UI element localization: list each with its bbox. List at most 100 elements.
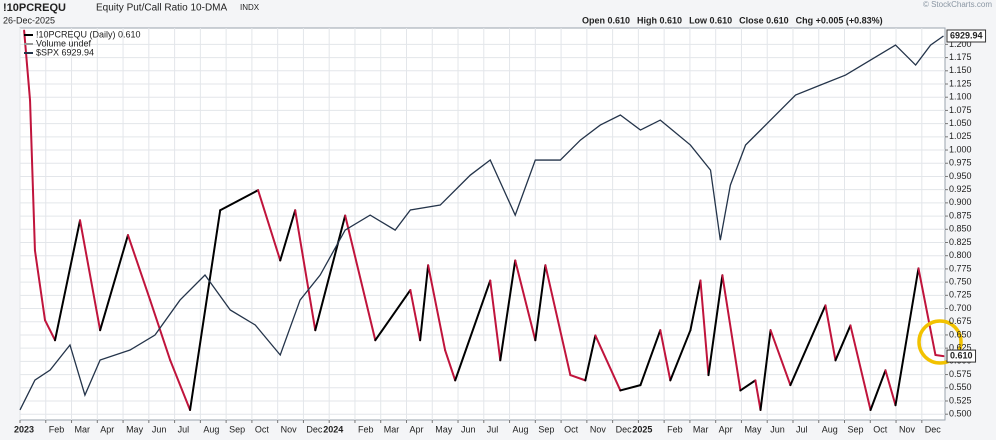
exchange: INDX — [240, 3, 260, 12]
line-segment — [454, 279, 492, 382]
line-segment — [544, 264, 572, 377]
x-tick-label: Apr — [409, 424, 423, 434]
x-tick-label: Oct — [564, 424, 579, 434]
x-tick-label: Mar — [75, 424, 91, 434]
line-segment — [569, 374, 587, 382]
line-segment — [659, 329, 672, 382]
y-tick-label: 1.150 — [949, 65, 972, 75]
x-tick-label: Jun — [152, 424, 167, 434]
line-segment — [99, 234, 129, 332]
x-tick-label: Sep — [229, 424, 245, 434]
y-tick-label: 0.650 — [949, 329, 972, 339]
value-label-box — [946, 349, 977, 363]
y-tick-label: 0.525 — [949, 395, 972, 405]
line-segment — [169, 359, 192, 411]
line-segment — [54, 219, 82, 342]
x-tick-label: Aug — [203, 424, 219, 434]
line-segment — [344, 214, 377, 342]
x-tick-label: Nov — [281, 424, 298, 434]
quote-item: Low 0.610 — [689, 15, 732, 25]
line-segment — [739, 379, 757, 392]
x-tick-label: Sep — [538, 424, 554, 434]
source: © StockCharts.com — [923, 0, 992, 9]
line-segment — [669, 329, 692, 382]
x-tick-label: Feb — [49, 424, 65, 434]
x-tick-label: Oct — [255, 424, 270, 434]
y-tick-label: 0.750 — [949, 276, 972, 286]
y-tick-label: 0.625 — [949, 343, 972, 353]
marks — [19, 29, 945, 411]
line-segment — [444, 349, 457, 382]
line-segment — [189, 209, 222, 411]
x-tick-label: Oct — [873, 424, 888, 434]
y-tick-label: 0.825 — [949, 237, 972, 247]
line-segment — [514, 259, 537, 342]
y-tick-label: 0.950 — [949, 171, 972, 181]
line — [19, 35, 944, 411]
y-tick-label: 1.075 — [949, 105, 972, 115]
x-tick-label: Dec — [616, 424, 633, 434]
line-segment — [699, 279, 710, 377]
x-tick-label: Nov — [899, 424, 916, 434]
date: 26-Dec-2025 — [3, 15, 55, 25]
x-tick-label: May — [744, 424, 762, 434]
line-segment — [934, 354, 945, 358]
line-segment — [409, 289, 422, 342]
line-segment — [894, 267, 920, 407]
x-tick-label: Mar — [693, 424, 709, 434]
line-segment — [279, 209, 297, 262]
legend-label: !10PCREQU (Daily) 0.610 — [36, 29, 141, 39]
line-segment — [759, 329, 772, 411]
x-tick-label: Dec — [306, 424, 323, 434]
quote: Open 0.610 High 0.610 Low 0.610 Close 0.610… — [582, 15, 883, 25]
x-tick-label: Aug — [513, 424, 529, 434]
x-tick-label: May — [126, 424, 144, 434]
line-segment — [639, 329, 662, 387]
x-tick-label: Jun — [461, 424, 476, 434]
line-segment — [884, 369, 897, 407]
x-tick-label: Feb — [358, 424, 374, 434]
x-tick-label: Jul — [487, 424, 499, 434]
line-segment — [619, 384, 642, 392]
x-tick-label: 2023 — [14, 424, 34, 434]
line-segment — [43, 319, 57, 342]
line-segment — [219, 189, 260, 212]
line-segment — [489, 279, 502, 362]
y-tick-label: 1.100 — [949, 92, 972, 102]
line-segment — [689, 279, 702, 332]
y-tick-label: 0.800 — [949, 250, 972, 260]
line-segment — [33, 249, 46, 322]
x-tick-label: Apr — [719, 424, 733, 434]
y-tick-label: 0.500 — [949, 409, 972, 419]
line-segment — [314, 214, 347, 332]
quote-item: High 0.610 — [637, 15, 682, 25]
y-tick-label: 1.000 — [949, 144, 972, 154]
x-tick-label: Sep — [848, 424, 864, 434]
value-label-box — [946, 29, 987, 43]
line-segment — [149, 299, 172, 362]
y-tick-label: 0.550 — [949, 382, 972, 392]
x-tick-label: Dec — [925, 424, 942, 434]
quote-item: Chg +0.005 (+0.83%) — [796, 15, 883, 25]
y-tick-label: 0.725 — [949, 290, 972, 300]
line-segment — [23, 29, 32, 102]
value-label: 6929.94 — [950, 30, 983, 40]
y-tick-label: 0.850 — [949, 224, 972, 234]
line-segment — [721, 274, 742, 392]
line-segment — [534, 264, 547, 342]
line-segment — [917, 267, 937, 357]
x-tick-label: Nov — [590, 424, 607, 434]
y-tick-label: 0.575 — [949, 369, 972, 379]
line-segment — [594, 334, 622, 392]
x-tick-label: Jul — [796, 424, 808, 434]
line-segment — [869, 369, 887, 411]
line-segment — [257, 189, 282, 262]
line-segment — [79, 219, 102, 332]
line-segment — [29, 99, 36, 252]
line-segment — [374, 289, 412, 342]
x-tick-label: 2025 — [632, 424, 652, 434]
line-segment — [419, 264, 430, 342]
x-tick-label: Aug — [822, 424, 838, 434]
line-segment — [849, 324, 872, 411]
